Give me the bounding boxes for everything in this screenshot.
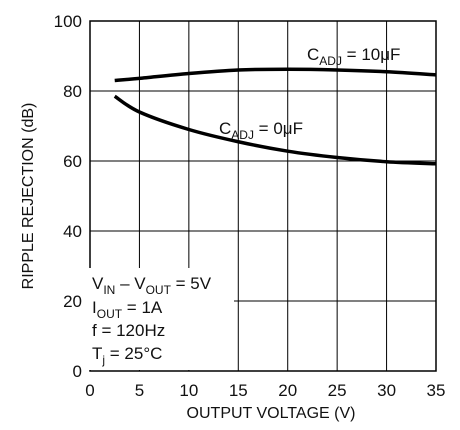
y-tick-labels: 0 20 40 60 80 100 [54, 12, 82, 381]
x-tick-label: 35 [427, 381, 446, 400]
x-tick-label: 5 [135, 381, 144, 400]
condition-iout: IOUT = 1A [92, 298, 163, 321]
test-conditions: VIN – VOUT = 5V IOUT = 1A f = 120Hz Tj =… [88, 268, 234, 370]
y-tick-label: 100 [54, 12, 82, 31]
x-tick-label: 20 [278, 381, 297, 400]
x-tick-label: 0 [85, 381, 94, 400]
series-line-cadj-10uf [114, 67, 437, 83]
condition-vin-vout: VIN – VOUT = 5V [92, 274, 212, 297]
conditions-background [88, 268, 234, 370]
x-tick-label: 25 [328, 381, 347, 400]
x-tick-label: 15 [229, 381, 248, 400]
y-tick-label: 20 [63, 292, 82, 311]
y-tick-label: 60 [63, 152, 82, 171]
series-label-cadj-0uf: CADJ = 0μF [219, 119, 303, 142]
series-curves [113, 67, 437, 166]
y-tick-label: 40 [63, 222, 82, 241]
condition-frequency: f = 120Hz [92, 321, 165, 340]
y-axis-label: RIPPLE REJECTION (dB) [20, 103, 37, 290]
x-tick-label: 10 [179, 381, 198, 400]
plot-frame [89, 20, 437, 372]
x-tick-label: 30 [377, 381, 396, 400]
y-tick-label: 0 [73, 362, 82, 381]
y-tick-label: 80 [63, 82, 82, 101]
series-line-cadj-0uf [113, 94, 437, 166]
series-label-cadj-10uf: CADJ = 10μF [307, 45, 400, 68]
condition-temperature: Tj = 25°C [92, 344, 162, 367]
x-tick-labels: 0 5 10 15 20 25 30 35 [85, 381, 445, 400]
x-axis-label: OUTPUT VOLTAGE (V) [187, 405, 356, 422]
